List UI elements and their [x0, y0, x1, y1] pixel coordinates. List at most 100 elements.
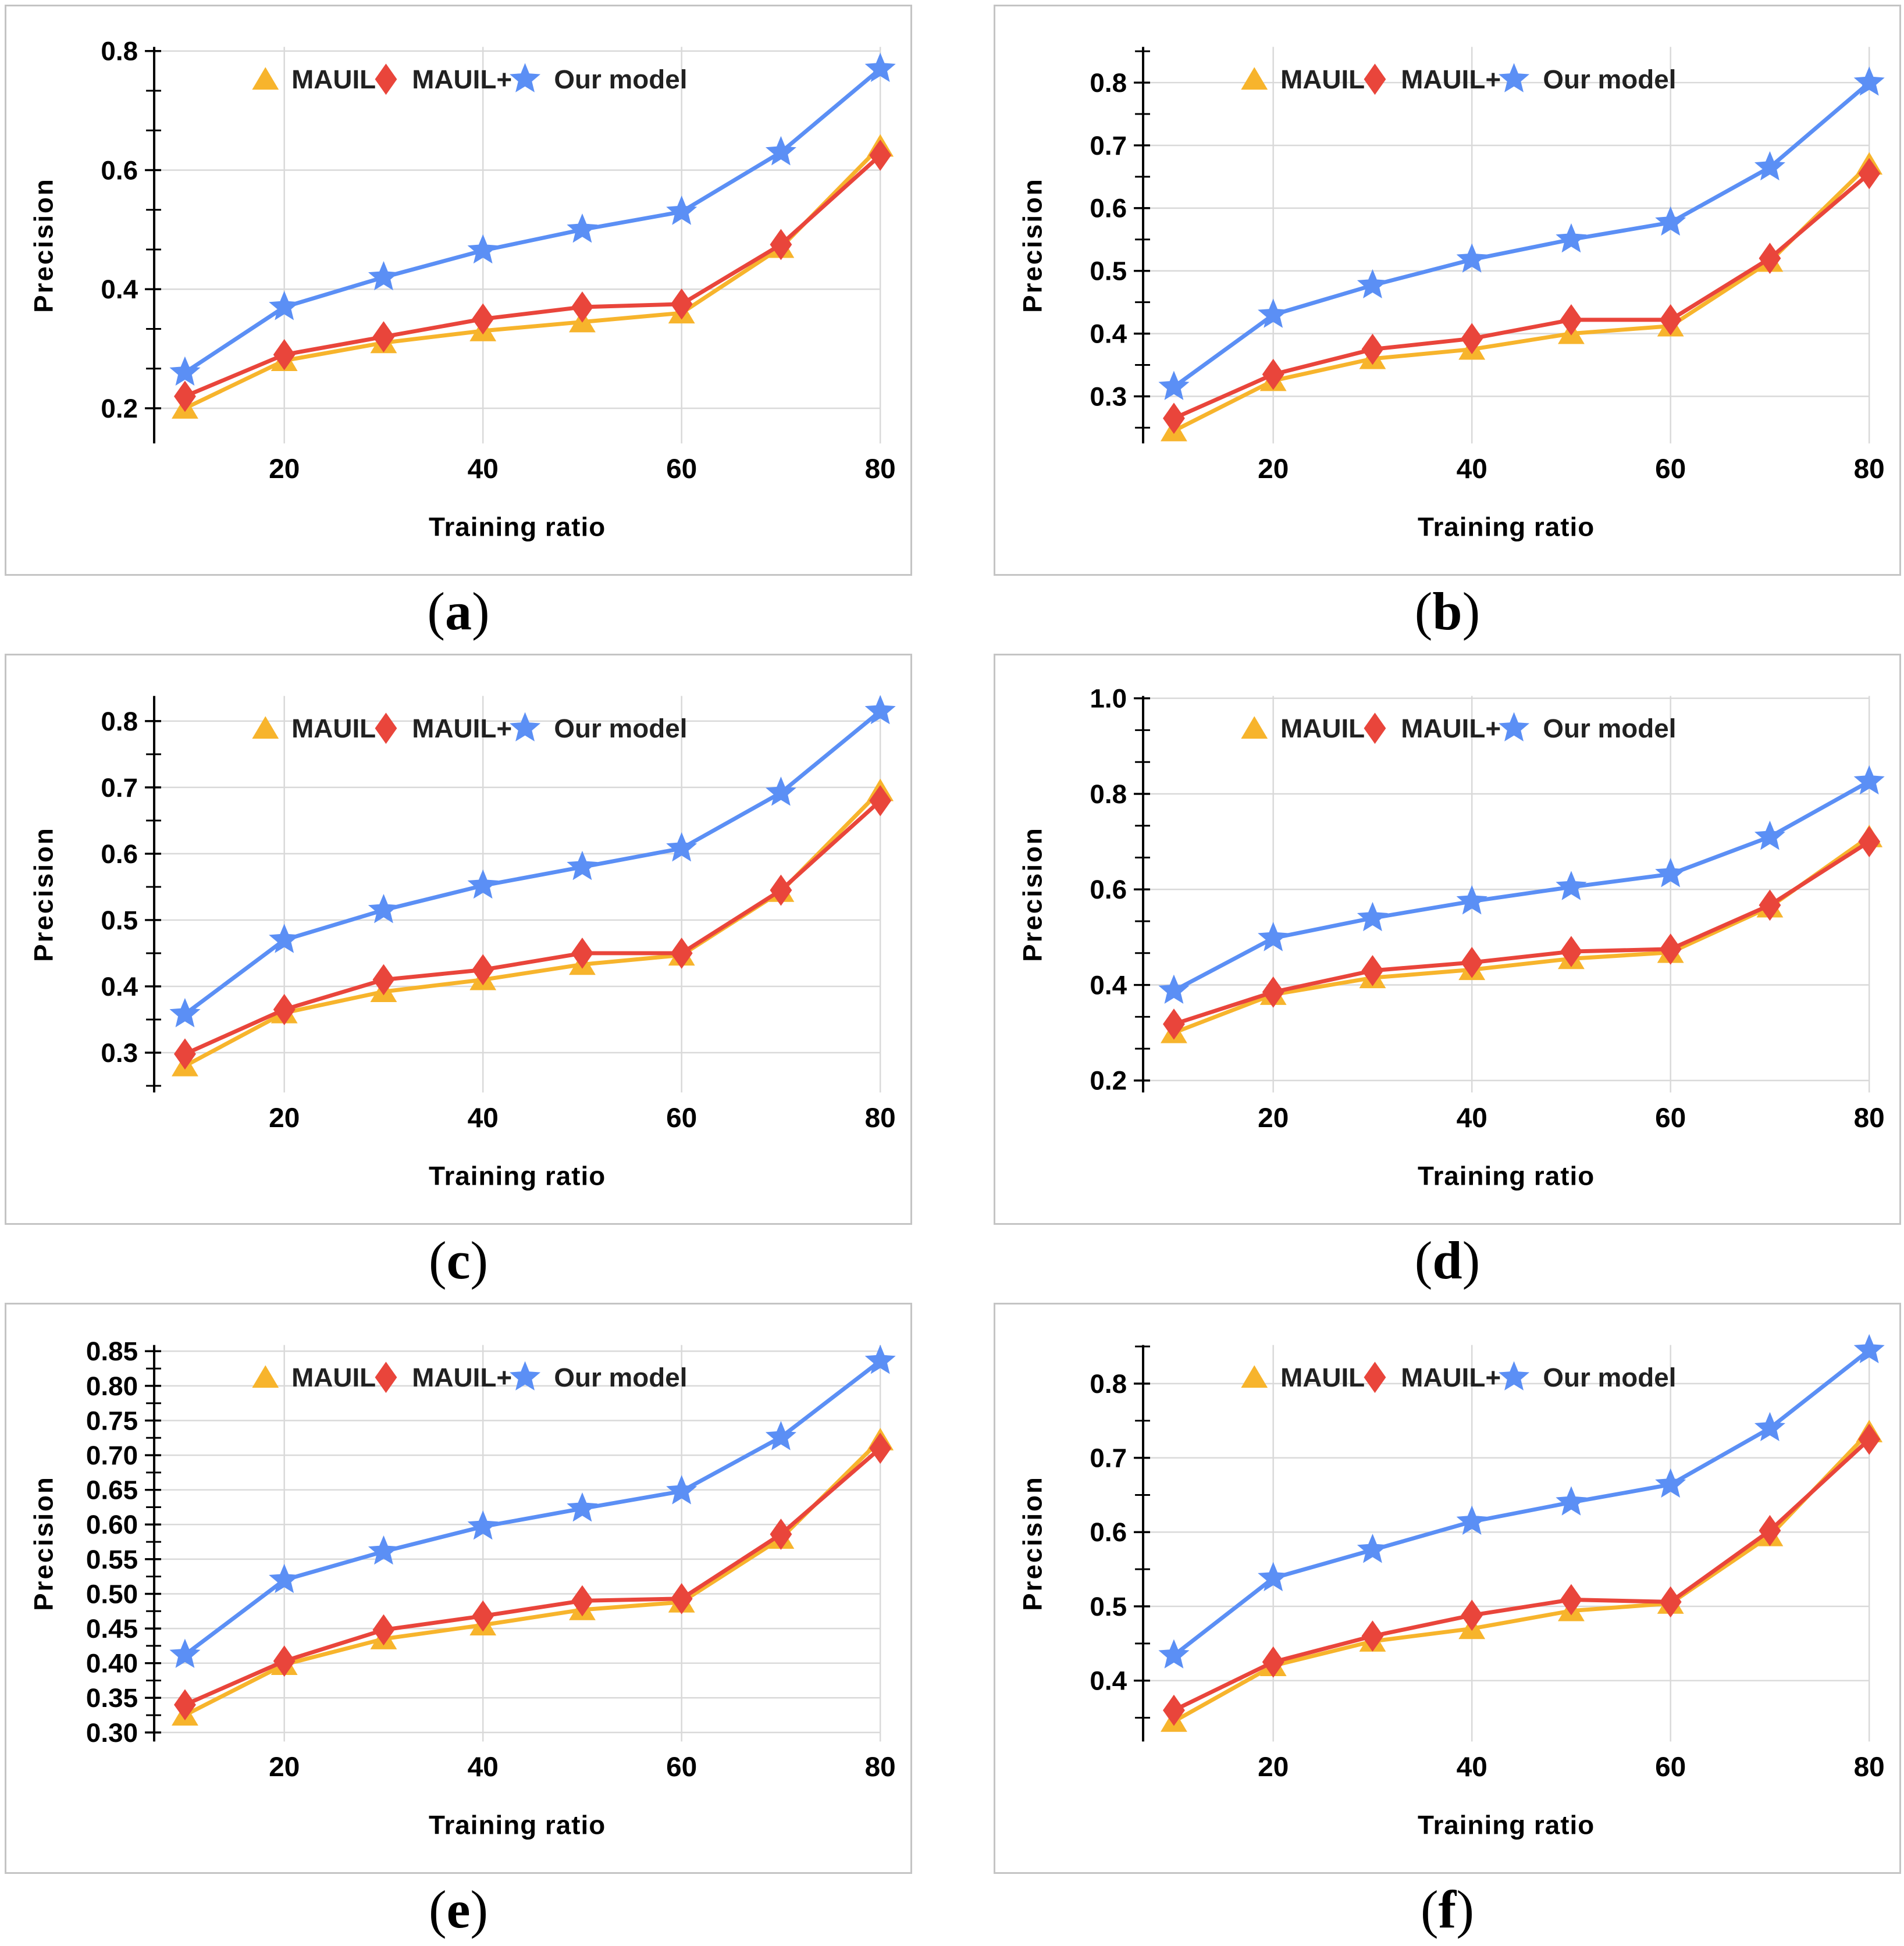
series-line: [1172, 1437, 1871, 1713]
series-line: [183, 144, 882, 411]
star-marker: [1258, 298, 1289, 328]
x-axis-title: Training ratio: [1418, 1810, 1595, 1840]
caption-close-paren: ): [472, 582, 490, 641]
diamond-marker: [1560, 1584, 1582, 1616]
gridlines: [154, 696, 881, 1093]
legend-star-icon: [1499, 63, 1530, 92]
legend-label: MAUIL+: [1401, 714, 1501, 743]
y-tick-label: 0.6: [1090, 1517, 1127, 1547]
star-marker: [864, 52, 896, 83]
legend: MAUIL MAUIL+ Our model: [1241, 1361, 1676, 1393]
diamond-marker: [1163, 402, 1185, 434]
legend-diamond-icon: [375, 1362, 397, 1393]
y-tick-label: 0.4: [101, 972, 138, 1001]
star-marker: [1456, 885, 1487, 915]
diamond-marker: [1163, 1008, 1185, 1040]
x-tick-label: 40: [468, 454, 499, 484]
x-tick-label: 60: [666, 1103, 697, 1134]
chart-panel-d: 0.2 0.4 0.6 0.8 1.0 20 40 60 80 Training ratio Pre…: [994, 654, 1901, 1297]
legend-label: Our model: [1543, 1363, 1676, 1392]
legend-diamond-icon: [1364, 712, 1386, 744]
diamond-marker: [1262, 358, 1284, 390]
series-star: [169, 694, 896, 1028]
caption-open-paren: (: [428, 1231, 447, 1290]
y-tick-label: 0.8: [1090, 779, 1127, 809]
chart-panel-e: 0.30 0.35 0.40 0.45 0.50 0.55 0.60 0.65 0.70 0.75…: [5, 1303, 912, 1946]
caption-letter: f: [1438, 1880, 1457, 1939]
series-line: [1172, 839, 1871, 1027]
y-tick-label: 0.75: [86, 1406, 138, 1435]
caption-open-paren: (: [428, 1880, 447, 1939]
star-marker: [864, 1345, 896, 1374]
series-star: [169, 52, 896, 386]
legend-star-icon: [510, 63, 541, 92]
y-axis-ticks: [1134, 50, 1150, 429]
y-tick-label: 0.70: [86, 1441, 138, 1470]
series-star: [1158, 1334, 1885, 1669]
y-tick-label: 0.2: [101, 394, 138, 423]
y-tick-label: 0.5: [1090, 256, 1127, 286]
legend-label: Our model: [554, 65, 687, 94]
y-axis-title: Precision: [29, 177, 59, 313]
star-marker: [1456, 243, 1487, 273]
diamond-marker: [869, 1432, 892, 1464]
series-triangle: [1161, 152, 1883, 441]
y-tick-label: 1.0: [1090, 684, 1127, 714]
star-marker: [1357, 901, 1388, 932]
caption-close-paren: ): [1456, 1880, 1474, 1939]
panel-caption-e: (e): [5, 1877, 912, 1946]
chart-panel-d-frame: 0.2 0.4 0.6 0.8 1.0 20 40 60 80 Training ratio Pre…: [994, 654, 1901, 1225]
caption-close-paren: ): [470, 1231, 489, 1290]
chart-panel-b-frame: 0.3 0.4 0.5 0.6 0.7 0.8 20 40 60 80 Training ratio…: [994, 5, 1901, 576]
legend-triangle-icon: [252, 67, 279, 90]
y-axis-title: Precision: [29, 826, 59, 962]
legend-label: Our model: [1543, 714, 1676, 743]
star-marker: [1655, 1468, 1686, 1498]
x-tick-label: 60: [666, 454, 697, 484]
series-line: [183, 709, 882, 1017]
star-marker: [1853, 1334, 1885, 1363]
legend-label: MAUIL: [291, 714, 376, 743]
series-diamond: [1163, 158, 1881, 434]
legend-label: MAUIL: [291, 65, 376, 94]
y-tick-label: 0.80: [86, 1371, 138, 1401]
series-line: [183, 1446, 882, 1707]
chart-panel-f: 0.4 0.5 0.6 0.7 0.8 20 40 60 80 Training ratio Pre…: [994, 1303, 1901, 1946]
panel-caption-d: (d): [994, 1228, 1901, 1297]
y-tick-label: 0.6: [101, 839, 138, 869]
diamond-marker: [1262, 976, 1284, 1008]
y-tick-label: 0.5: [1090, 1592, 1127, 1621]
series-star: [169, 1345, 896, 1668]
y-tick-label: 0.30: [86, 1718, 138, 1748]
series-star: [1158, 765, 1885, 1004]
diamond-marker: [1361, 1620, 1384, 1652]
legend-diamond-icon: [1364, 63, 1386, 95]
y-tick-label: 0.8: [1090, 68, 1127, 98]
star-marker: [1754, 1412, 1785, 1442]
diamond-marker: [1361, 955, 1384, 986]
x-tick-label: 20: [269, 1752, 300, 1783]
x-tick-label: 40: [468, 1103, 499, 1134]
y-tick-label: 0.7: [101, 773, 138, 803]
diamond-marker: [1858, 1423, 1881, 1455]
x-tick-label: 80: [1854, 1103, 1885, 1134]
y-tick-label: 0.40: [86, 1649, 138, 1678]
series-diamond: [174, 1432, 892, 1721]
x-axis-title: Training ratio: [429, 1810, 606, 1840]
legend-diamond-icon: [1364, 1362, 1386, 1393]
y-tick-label: 0.4: [1090, 971, 1127, 1000]
y-tick-label: 0.65: [86, 1475, 138, 1505]
star-marker: [368, 893, 399, 924]
y-tick-label: 0.7: [1090, 131, 1127, 161]
star-marker: [1556, 223, 1587, 253]
legend-diamond-icon: [375, 63, 397, 95]
panel-caption-a: (a): [5, 579, 912, 648]
caption-letter: e: [446, 1880, 471, 1939]
legend-label: MAUIL+: [412, 714, 512, 743]
y-tick-label: 0.55: [86, 1545, 138, 1574]
x-tick-label: 60: [1655, 1752, 1686, 1783]
diamond-marker: [1659, 1586, 1682, 1618]
star-marker: [1556, 871, 1587, 900]
chart-panel-b: 0.3 0.4 0.5 0.6 0.7 0.8 20 40 60 80 Training ratio…: [994, 5, 1901, 648]
